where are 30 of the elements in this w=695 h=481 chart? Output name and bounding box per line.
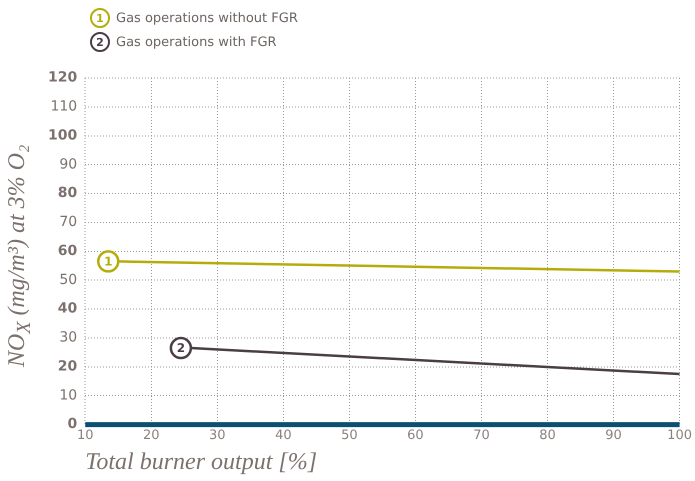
y-tick-label: 20 <box>58 358 78 374</box>
y-tick-label: 90 <box>59 156 78 172</box>
x-tick-label: 10 <box>76 428 94 443</box>
text: 2 <box>96 36 104 48</box>
legend-label: Gas operations without FGR <box>116 10 298 26</box>
y-tick-label: 100 <box>48 127 78 144</box>
x-tick-label: 100 <box>667 428 692 443</box>
x-tick-label: 30 <box>209 428 226 443</box>
x-axis-title: Total burner output [%] <box>85 448 318 475</box>
legend-label: Gas operations with FGR <box>116 34 277 50</box>
y-tick-label: 120 <box>48 70 78 86</box>
x-tick-label: 50 <box>341 428 358 443</box>
x-tick-label: 60 <box>407 428 424 443</box>
text: 1 <box>96 12 104 24</box>
y-tick-label: 80 <box>58 185 78 202</box>
x-tick-label: 90 <box>605 428 622 443</box>
y-tick-label: 110 <box>50 98 78 115</box>
y-tick-label: 40 <box>58 300 78 317</box>
y-tick-label: 70 <box>59 214 78 230</box>
y-tick-label: 50 <box>59 272 78 288</box>
x-tick-label: 80 <box>539 428 556 443</box>
y-tick-label: 0 <box>67 416 78 432</box>
x-tick-label: 20 <box>142 428 160 443</box>
x-tick-label: 40 <box>275 428 292 443</box>
x-tick-label: 70 <box>473 428 490 443</box>
y-tick-label: 30 <box>59 330 78 346</box>
annotation: 2 <box>176 341 186 356</box>
annotation: 1 <box>104 254 112 269</box>
y-tick-label: 60 <box>58 242 78 259</box>
y-tick-label: 10 <box>59 387 78 404</box>
